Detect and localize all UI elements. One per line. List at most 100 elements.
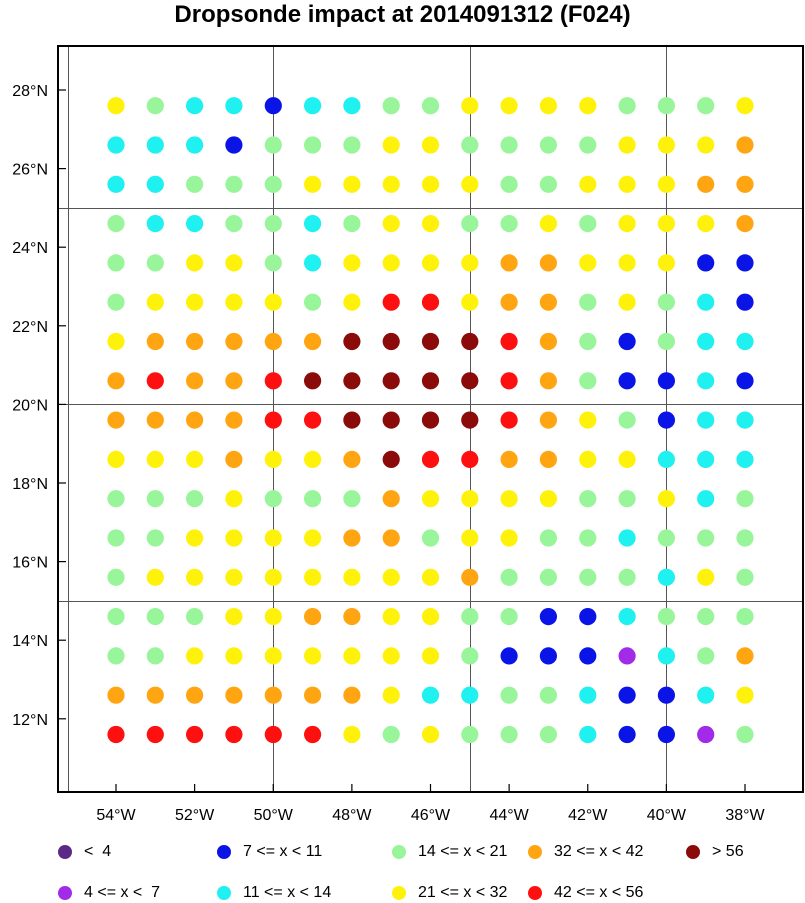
dropsonde-point: [264, 568, 282, 586]
dropsonde-point: [697, 529, 715, 547]
dropsonde-point: [382, 686, 400, 704]
dropsonde-point: [186, 97, 204, 115]
dropsonde-point: [657, 136, 676, 154]
lat-tick-label: 18°N: [12, 476, 48, 493]
dropsonde-point: [697, 608, 715, 626]
dropsonde-point: [304, 215, 322, 233]
dropsonde-point: [539, 411, 558, 429]
dropsonde-point: [304, 293, 322, 311]
dropsonde-point: [304, 647, 322, 665]
dropsonde-point: [657, 450, 676, 468]
dropsonde-point: [382, 175, 400, 193]
dropsonde-point: [186, 490, 204, 508]
dropsonde-point: [225, 450, 243, 468]
dropsonde-point: [500, 293, 518, 311]
dropsonde-point: [107, 332, 125, 351]
dropsonde-point: [146, 450, 164, 468]
dropsonde-point: [579, 254, 597, 272]
dropsonde-point: [618, 608, 636, 626]
dropsonde-point: [736, 293, 754, 311]
dropsonde-point: [146, 490, 164, 508]
dropsonde-point: [539, 293, 558, 311]
dropsonde-point: [500, 372, 518, 390]
dropsonde-point: [382, 608, 400, 626]
dropsonde-point: [146, 97, 164, 115]
dropsonde-point: [539, 686, 558, 704]
dropsonde-point: [304, 254, 322, 272]
dropsonde-point: [421, 293, 440, 311]
dropsonde-point: [146, 136, 164, 154]
dropsonde-point: [736, 175, 754, 193]
dropsonde-point: [736, 136, 754, 154]
dropsonde-point: [500, 686, 518, 704]
dropsonde-point: [107, 725, 125, 744]
dropsonde-point: [618, 529, 636, 547]
dropsonde-point: [618, 372, 636, 390]
dropsonde-point: [304, 725, 322, 744]
dropsonde-point: [186, 332, 204, 351]
dropsonde-point: [343, 608, 361, 626]
dropsonde-point: [618, 490, 636, 508]
dropsonde-point: [225, 372, 243, 390]
dropsonde-point: [382, 293, 400, 311]
dropsonde-point: [500, 97, 518, 115]
dropsonde-point: [343, 332, 361, 351]
lat-tick-label: 20°N: [12, 397, 48, 414]
dropsonde-point: [461, 490, 479, 508]
dropsonde-point: [421, 529, 440, 547]
dropsonde-point: [186, 372, 204, 390]
dropsonde-point: [146, 215, 164, 233]
dropsonde-point: [579, 529, 597, 547]
dropsonde-point: [618, 686, 636, 704]
dropsonde-point: [736, 686, 754, 704]
dropsonde-point: [382, 136, 400, 154]
dropsonde-point: [697, 725, 715, 744]
dropsonde-point: [343, 215, 361, 233]
lat-tick-label: 14°N: [12, 633, 48, 650]
lat-tick-label: 26°N: [12, 162, 48, 179]
dropsonde-point: [304, 372, 322, 390]
dropsonde-point: [107, 608, 125, 626]
dropsonde-point: [618, 136, 636, 154]
dropsonde-point: [736, 608, 754, 626]
dropsonde-point: [618, 647, 636, 665]
dropsonde-point: [579, 608, 597, 626]
dropsonde-point: [657, 332, 676, 351]
dropsonde-point: [186, 175, 204, 193]
dropsonde-point: [697, 136, 715, 154]
dropsonde-point: [343, 293, 361, 311]
dropsonde-point: [225, 97, 243, 115]
dropsonde-point: [107, 175, 125, 193]
dropsonde-point: [461, 97, 479, 115]
dropsonde-point: [146, 686, 164, 704]
dropsonde-point: [697, 215, 715, 233]
dropsonde-point: [264, 175, 282, 193]
dropsonde-point: [107, 411, 125, 429]
dropsonde-point: [382, 490, 400, 508]
lon-tick-label: 44°W: [489, 807, 529, 824]
dropsonde-point: [579, 647, 597, 665]
dropsonde-point: [264, 686, 282, 704]
dropsonde-point: [107, 215, 125, 233]
dropsonde-point: [736, 490, 754, 508]
dropsonde-point: [618, 293, 636, 311]
dropsonde-point: [500, 450, 518, 468]
dropsonde-point: [343, 647, 361, 665]
dropsonde-point: [657, 293, 676, 311]
dropsonde-point: [500, 725, 518, 744]
dropsonde-point: [736, 372, 754, 390]
dropsonde-point: [736, 725, 754, 744]
axis-labels: 54°W 52°W 50°W 48°W 46°W 44°W 42°W 40°W 38°W 12°N…: [12, 83, 765, 824]
dropsonde-point: [146, 725, 164, 744]
dropsonde-point: [461, 215, 479, 233]
dropsonde-point: [264, 608, 282, 626]
dropsonde-point: [618, 97, 636, 115]
dropsonde-point: [107, 568, 125, 586]
dropsonde-point: [736, 215, 754, 233]
dropsonde-point: [539, 529, 558, 547]
lon-tick-label: 48°W: [332, 807, 372, 824]
dropsonde-point: [343, 529, 361, 547]
dropsonde-point: [657, 175, 676, 193]
dropsonde-point: [186, 608, 204, 626]
